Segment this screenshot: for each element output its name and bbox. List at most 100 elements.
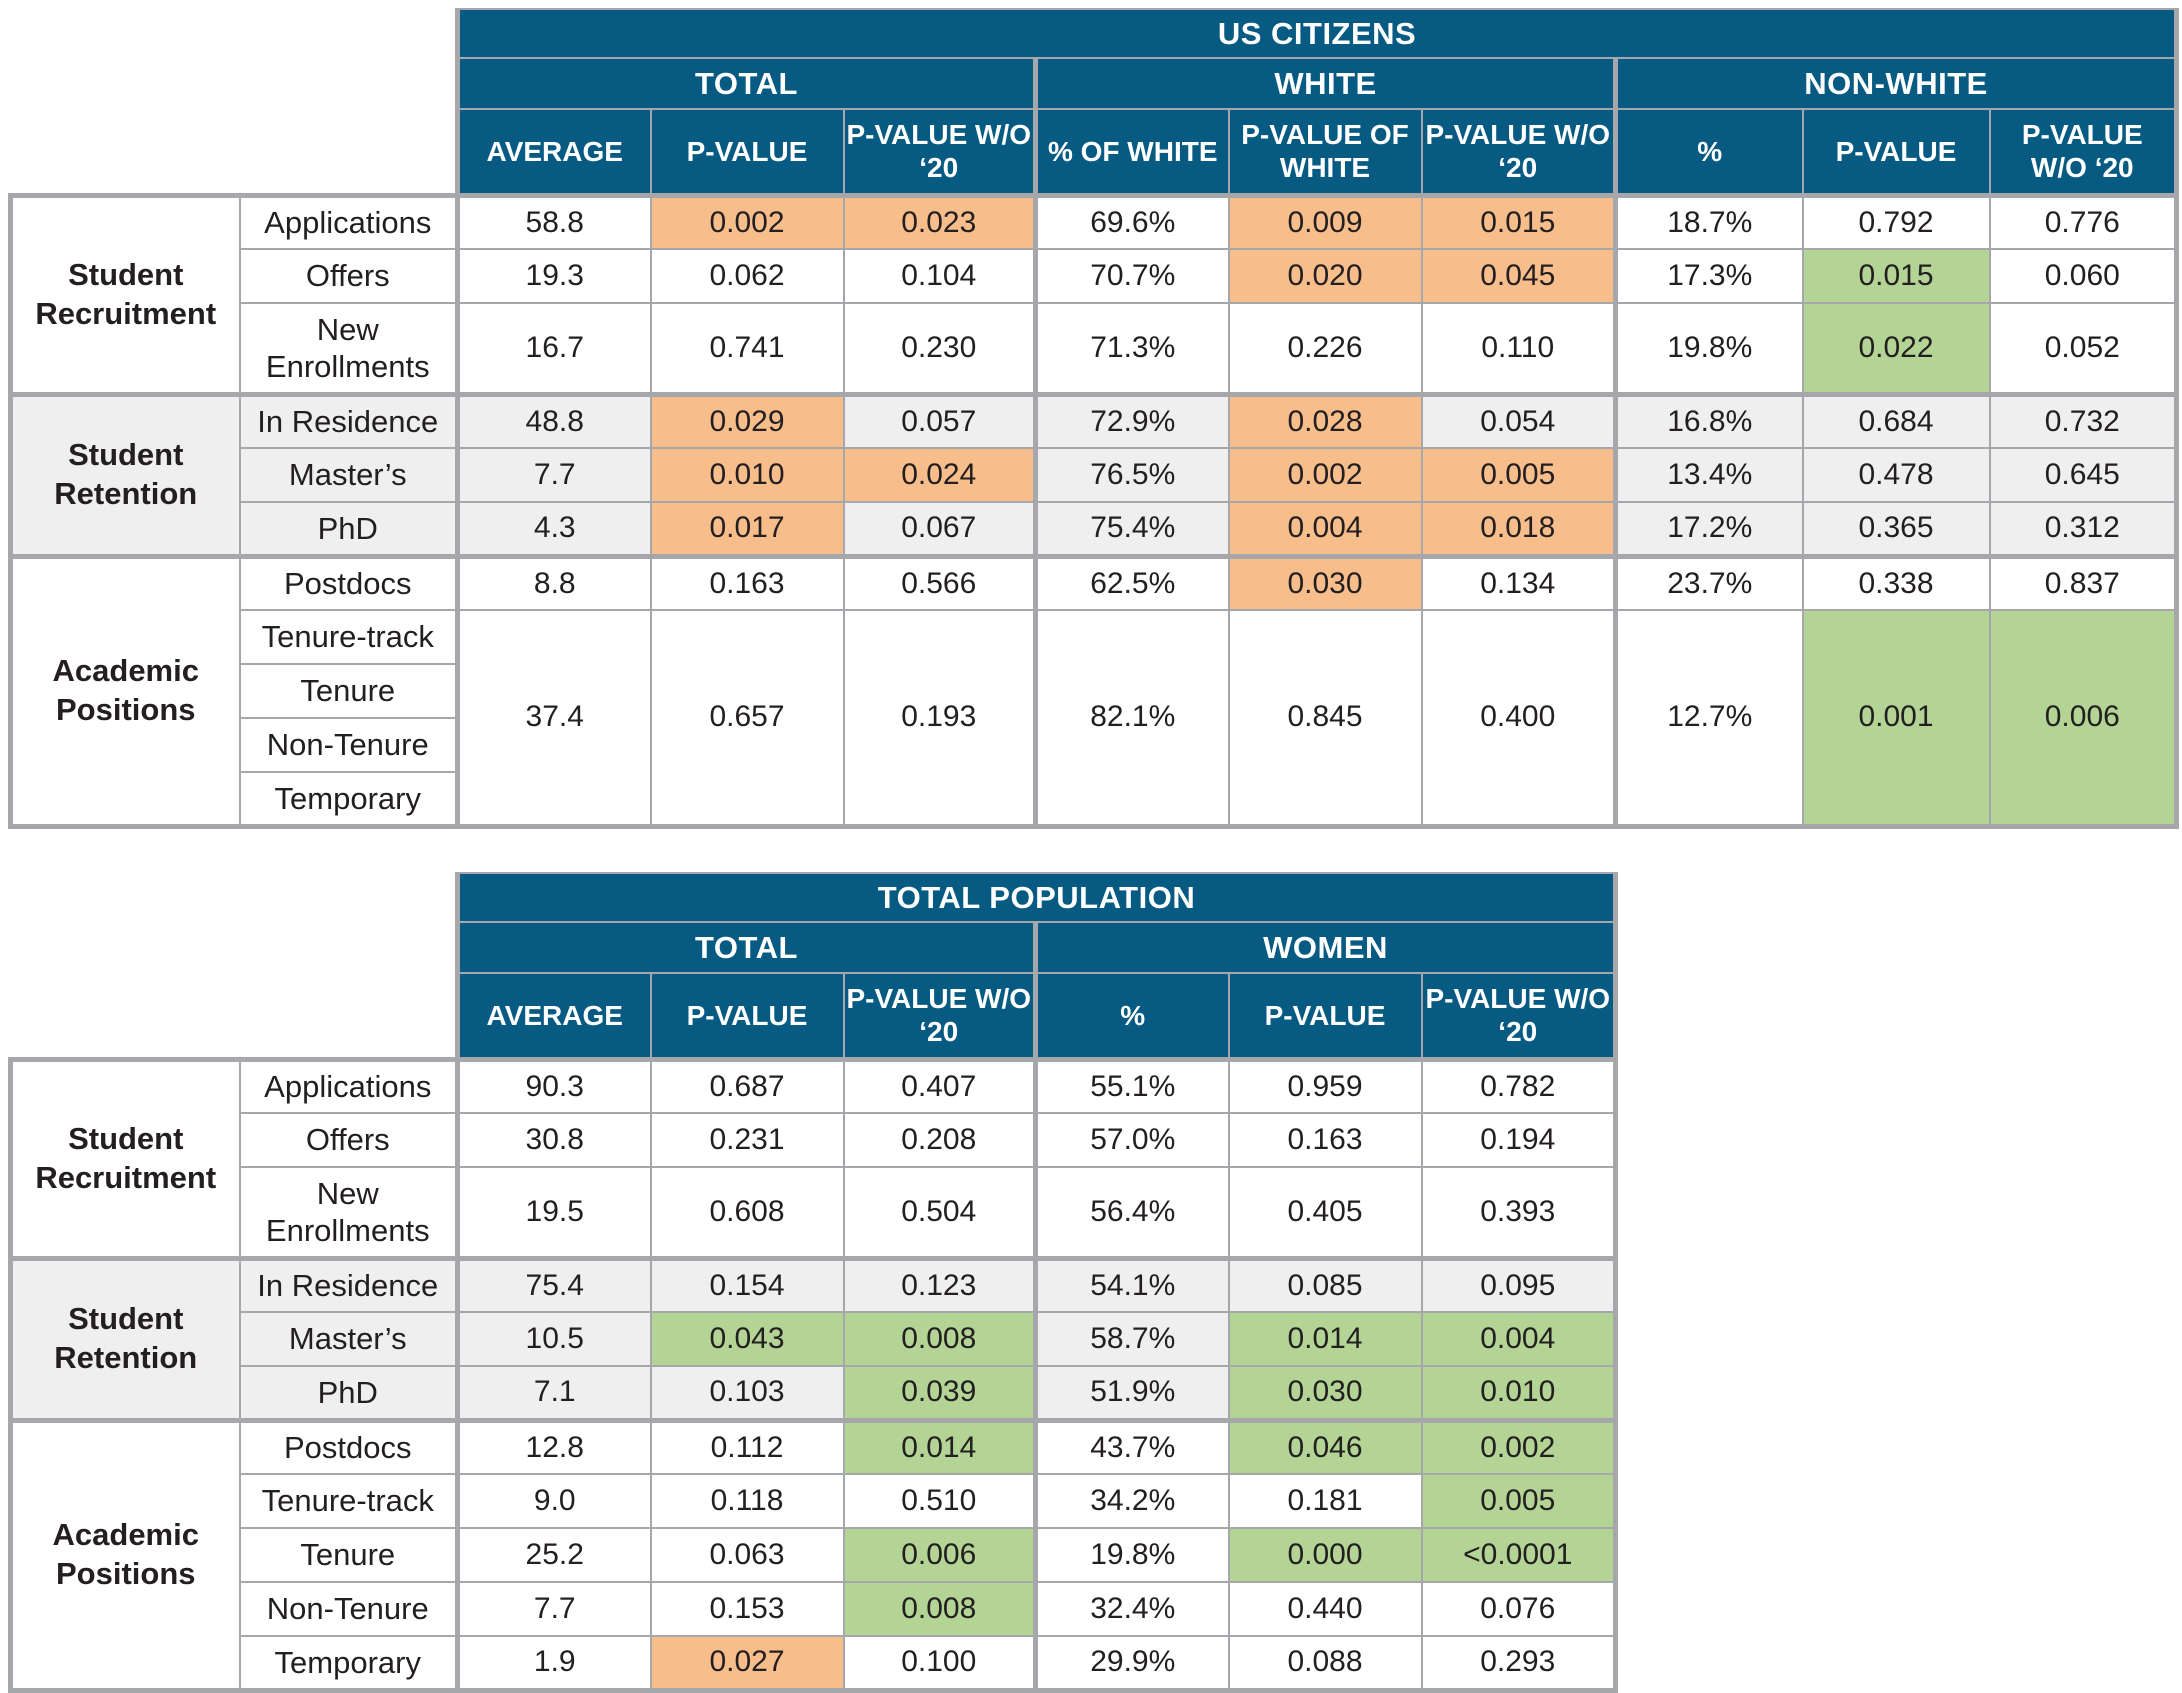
value-cell: 19.3 <box>455 248 652 304</box>
table-row: Offers 30.8 0.231 0.208 57.0% 0.163 0.19… <box>11 1112 1619 1168</box>
value-cell: 0.004 <box>1420 1311 1619 1367</box>
value-cell: 0.015 <box>1801 248 1991 304</box>
row-label: Offers <box>238 1112 459 1168</box>
row-group-label: Student Retention <box>8 1255 241 1421</box>
table-title: US CITIZENS <box>454 8 2180 59</box>
value-cell: 16.7 <box>455 302 652 395</box>
value-cell: 0.054 <box>1420 391 1617 449</box>
value-cell: 0.657 <box>649 609 845 829</box>
value-cell: 10.5 <box>455 1311 652 1367</box>
value-cell: 0.024 <box>842 447 1037 503</box>
value-cell: 0.405 <box>1227 1166 1423 1259</box>
table-row: Tenure <box>11 663 2177 719</box>
row-label: Postdocs <box>238 1417 459 1475</box>
table-row: Academic Positions Postdocs 8.8 0.163 0.… <box>8 553 2180 829</box>
column-group-header: NON-WHITE <box>1612 57 2180 110</box>
value-cell: 58.8 <box>455 192 652 250</box>
column-header: AVERAGE <box>455 108 652 196</box>
value-cell: 29.9% <box>1033 1635 1230 1693</box>
value-cell: 43.7% <box>1033 1417 1230 1475</box>
column-header: P-VALUE <box>649 972 845 1060</box>
value-cell: 0.687 <box>649 1056 845 1114</box>
table-row: New Enrollments 19.5 0.608 0.504 56.4% 0… <box>11 1166 1619 1259</box>
value-cell: 0.085 <box>1227 1255 1423 1313</box>
value-cell: 0.010 <box>1420 1365 1619 1421</box>
row-label: PhD <box>238 1365 459 1421</box>
value-cell: 62.5% <box>1033 553 1230 611</box>
value-cell: 0.002 <box>1420 1417 1619 1475</box>
table-row: Offers 19.3 0.062 0.104 70.7% 0.020 0.04… <box>11 248 2180 304</box>
value-cell: 0.039 <box>842 1365 1037 1421</box>
table-row: Academic Positions Postdocs 12.8 0.112 0… <box>8 1417 1619 1693</box>
row-label: Offers <box>238 248 459 304</box>
value-cell: 0.645 <box>1988 447 2180 503</box>
value-cell: 48.8 <box>455 391 652 449</box>
table-row: Non-Tenure 7.7 0.153 0.008 32.4% 0.440 0… <box>11 1581 1619 1637</box>
row-label: Postdocs <box>238 553 459 611</box>
table-row: Tenure-track 37.4 0.657 0.193 82.1% 0.84… <box>11 609 2180 829</box>
value-cell: 0.154 <box>649 1255 845 1313</box>
value-cell: 0.005 <box>1420 1473 1619 1529</box>
value-cell: 0.060 <box>1988 248 2180 304</box>
value-cell: 0.027 <box>649 1635 845 1693</box>
value-cell: 0.004 <box>1227 501 1423 557</box>
value-cell: 0.022 <box>1801 302 1991 395</box>
value-cell: 82.1% <box>1033 609 1230 829</box>
value-cell: 0.015 <box>1420 192 1617 250</box>
table-row: Temporary 1.9 0.027 0.100 29.9% 0.088 0.… <box>11 1635 1619 1693</box>
value-cell: 0.002 <box>649 192 845 250</box>
value-cell: 0.014 <box>842 1417 1037 1475</box>
table-row: Student Retention In Residence 48.8 0.02… <box>8 391 2180 557</box>
table-row: PhD 4.3 0.017 0.067 75.4% 0.004 0.018 17… <box>11 501 2180 557</box>
value-cell: 0.293 <box>1420 1635 1619 1693</box>
value-cell: 4.3 <box>455 501 652 557</box>
value-cell: 0.029 <box>649 391 845 449</box>
value-cell: 32.4% <box>1033 1581 1230 1637</box>
value-cell: 37.4 <box>455 609 652 829</box>
value-cell: 0.208 <box>842 1112 1037 1168</box>
value-cell: 0.067 <box>842 501 1037 557</box>
value-cell: 19.8% <box>1033 1527 1230 1583</box>
value-cell: 90.3 <box>455 1056 652 1114</box>
value-cell: 0.163 <box>1227 1112 1423 1168</box>
value-cell: 0.028 <box>1227 391 1423 449</box>
value-cell: 0.103 <box>649 1365 845 1421</box>
column-group-header: TOTAL <box>455 57 1037 110</box>
value-cell: 7.7 <box>455 447 652 503</box>
table-row: New Enrollments 16.7 0.741 0.230 71.3% 0… <box>11 302 2180 395</box>
value-cell: 0.123 <box>842 1255 1037 1313</box>
value-cell: 0.959 <box>1227 1056 1423 1114</box>
value-cell: 56.4% <box>1033 1166 1230 1259</box>
value-cell: 0.010 <box>649 447 845 503</box>
row-label: Master’s <box>238 447 459 503</box>
value-cell: 0.017 <box>649 501 845 557</box>
row-group-label: Student Recruitment <box>8 192 241 395</box>
column-header: P-VALUE <box>1801 108 1991 196</box>
value-cell: 0.338 <box>1801 553 1991 611</box>
column-group-header: WOMEN <box>1032 921 1619 974</box>
row-label: Tenure <box>238 1527 459 1583</box>
row-label: Tenure-track <box>238 1473 459 1529</box>
value-cell: 0.837 <box>1988 553 2180 611</box>
value-cell: 0.110 <box>1420 302 1617 395</box>
value-cell: 0.608 <box>649 1166 845 1259</box>
value-cell: 0.000 <box>1227 1527 1423 1583</box>
row-group-label: Student Recruitment <box>8 1056 241 1259</box>
value-cell: 7.1 <box>455 1365 652 1421</box>
value-cell: 0.440 <box>1227 1581 1423 1637</box>
value-cell: 0.193 <box>842 609 1037 829</box>
value-cell: 0.030 <box>1227 1365 1423 1421</box>
value-cell: 71.3% <box>1033 302 1230 395</box>
row-label: In Residence <box>238 1255 459 1313</box>
table-row: AVERAGE P-VALUE P-VALUE W/O ‘20 % OF WHI… <box>11 108 2180 196</box>
value-cell: 0.062 <box>649 248 845 304</box>
value-cell: 0.153 <box>649 1581 845 1637</box>
row-group-label: Student Retention <box>8 391 241 557</box>
column-group-header: WHITE <box>1033 57 1617 110</box>
value-cell: 70.7% <box>1033 248 1230 304</box>
column-header: P-VALUE <box>1227 972 1423 1060</box>
column-group-header: TOTAL <box>455 921 1037 974</box>
value-cell: 0.023 <box>842 192 1037 250</box>
value-cell: 30.8 <box>455 1112 652 1168</box>
column-header: P-VALUE W/O ‘20 <box>842 108 1037 196</box>
